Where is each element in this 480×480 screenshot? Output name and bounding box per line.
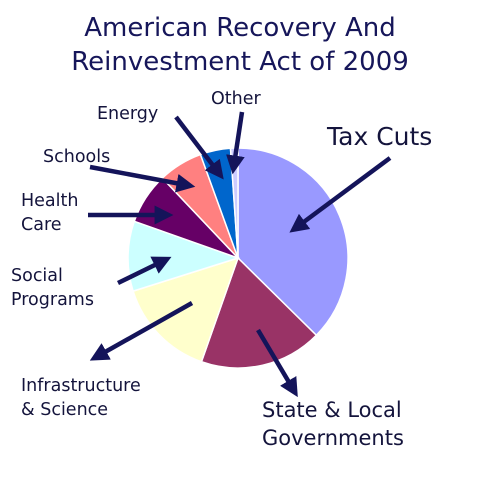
- arrow-other: [226, 111, 245, 175]
- slice-label-infrastructure-and-science: Infrastructure & Science: [21, 376, 141, 420]
- arrow-schools: [89, 164, 196, 193]
- pie-slice-tax-cuts: [237, 147, 349, 337]
- chart-title: American Recovery And Reinvestment Act of…: [71, 13, 409, 77]
- slice-label-tax-cuts: Tax Cuts: [326, 122, 432, 151]
- slice-label-state-and-local-governments: State & Local Governments: [262, 398, 404, 450]
- chart-title-line: American Recovery And: [84, 13, 396, 43]
- arrow-energy: [174, 115, 224, 180]
- slice-label-line: State & Local: [262, 398, 402, 422]
- pie-slice-state-and-local-governments: [200, 256, 318, 369]
- arrow-state-and-local-governments: [256, 328, 298, 398]
- slice-label-line: Programs: [11, 290, 94, 310]
- slice-label-line: Tax Cuts: [326, 122, 432, 151]
- pie-slice-social-programs: [127, 220, 241, 293]
- slice-label-social-programs: Social Programs: [11, 266, 94, 310]
- slice-label-line: Governments: [262, 426, 404, 450]
- slice-label-line: Social: [11, 266, 63, 286]
- slice-label-line: Other: [211, 89, 261, 109]
- slice-label-line: Infrastructure: [21, 376, 141, 396]
- slice-label-line: Energy: [97, 104, 158, 124]
- slice-labels: Tax Cuts State & Local Governments Infrastr…: [11, 89, 432, 450]
- label-arrows: [88, 111, 392, 398]
- pie-slice-infrastructure-and-science: [132, 256, 240, 363]
- slice-label-line: & Science: [21, 400, 108, 420]
- slice-label-line: Schools: [43, 147, 110, 167]
- chart-title-line: Reinvestment Act of 2009: [71, 47, 409, 77]
- arrow-social-programs: [117, 256, 172, 286]
- slice-label-line: Health: [21, 191, 78, 211]
- arrow-tax-cuts: [289, 156, 392, 233]
- arrow-infrastructure-and-science: [89, 301, 194, 361]
- slice-label-health-care: Health Care: [21, 191, 78, 235]
- slice-label-line: Care: [21, 215, 62, 235]
- slice-label-schools: Schools: [43, 147, 110, 167]
- slice-label-energy: Energy: [97, 104, 158, 124]
- slice-label-other: Other: [211, 89, 261, 109]
